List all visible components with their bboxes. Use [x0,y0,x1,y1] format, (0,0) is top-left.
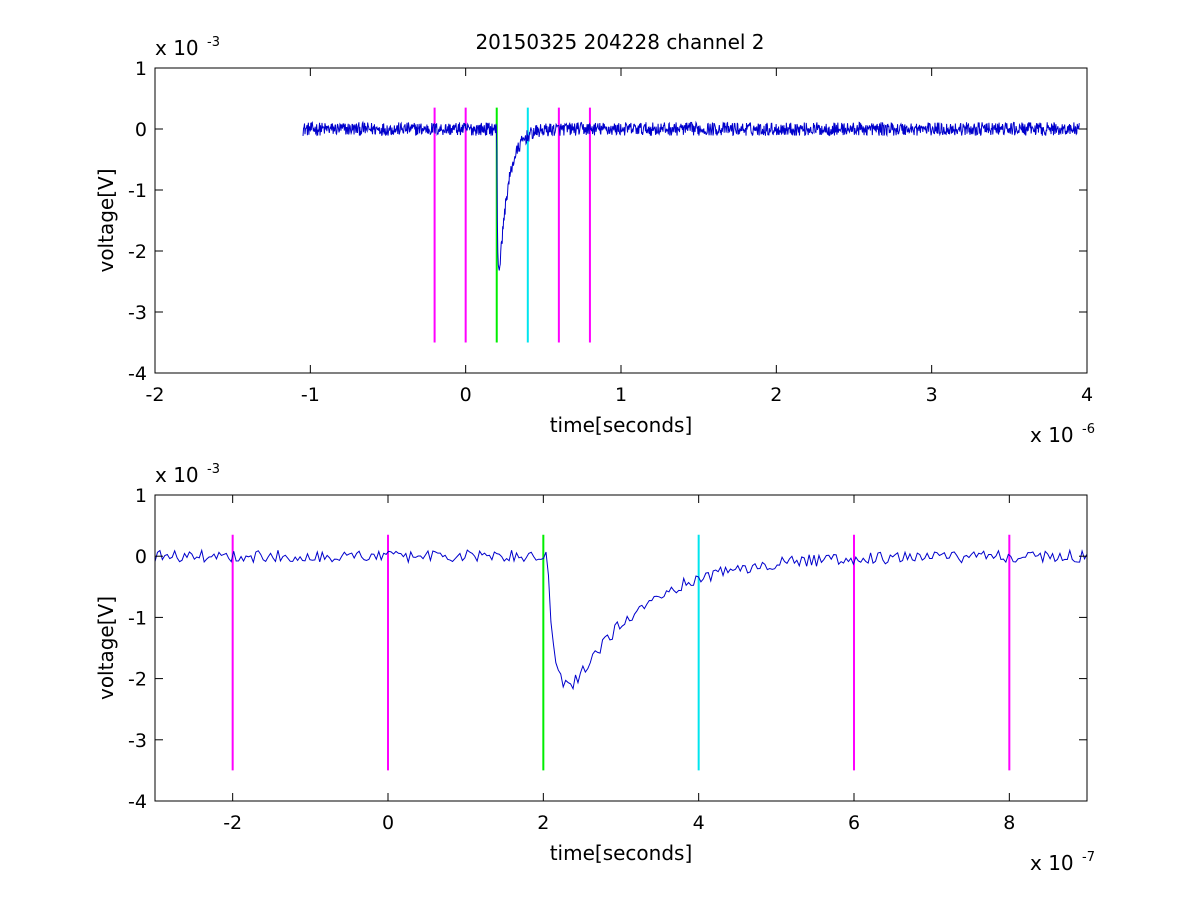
y-tick-label: 0 [135,546,147,568]
y-tick-label: -3 [128,302,147,324]
y-tick-label: -1 [128,180,147,202]
chart-title: 20150325 204228 channel 2 [475,30,764,54]
x-exponent-power: -6 [1082,422,1095,437]
signal-trace [154,548,1088,691]
y-axis-label: voltage[V] [94,596,118,700]
series-group [154,548,1088,691]
y-exponent-base: x 10 [155,36,199,60]
x-tick-label: 6 [848,812,860,834]
bottom-chart-panel: -2 0 2 4 6 8 -4 -3 -2 -1 0 1 time[seconds] voltage… [94,462,1095,875]
x-exponent-label: x 10 -6 [1030,422,1095,447]
signal-trace [302,120,1080,271]
y-exponent-label: x 10 -3 [155,35,220,60]
x-tick-label: 3 [926,384,938,406]
y-tick-label: 1 [135,485,147,507]
axes-frame [154,494,1088,802]
x-tick-label: 0 [382,812,394,834]
y-exponent-base: x 10 [155,463,199,487]
y-tick-label: -2 [128,669,147,691]
y-exponent-power: -3 [207,35,220,50]
axes-frame [154,67,1088,374]
y-axis-ticks: -4 -3 -2 -1 0 1 [128,58,1087,385]
y-tick-label: 0 [135,119,147,141]
y-exponent-power: -3 [207,462,220,477]
y-axis-label: voltage[V] [94,168,118,272]
y-axis-ticks: -4 -3 -2 -1 0 1 [128,485,1087,813]
y-tick-label: -2 [128,241,147,263]
marker-lines [231,534,1011,771]
x-axis-label: time[seconds] [550,413,693,437]
x-tick-label: -2 [223,812,242,834]
x-tick-label: 2 [770,384,782,406]
x-tick-label: -1 [301,384,320,406]
x-exponent-power: -7 [1082,850,1095,865]
series-group [302,120,1080,271]
y-tick-label: -4 [128,791,147,813]
x-tick-label: 8 [1003,812,1015,834]
x-tick-label: 4 [693,812,705,834]
y-exponent-label: x 10 -3 [155,462,220,487]
x-tick-label: 1 [615,384,627,406]
y-tick-label: -1 [128,607,147,629]
y-tick-label: 1 [135,58,147,80]
x-exponent-base: x 10 [1030,851,1074,875]
x-tick-label: 0 [460,384,472,406]
top-chart-panel: -2 -1 0 1 2 3 4 -4 -3 -2 -1 0 1 time[seconds] volta… [94,35,1095,447]
x-axis-label: time[seconds] [550,841,693,865]
x-axis-ticks: -2 0 2 4 6 8 [223,495,1015,834]
x-exponent-base: x 10 [1030,423,1074,447]
x-tick-label: 2 [537,812,549,834]
marker-lines [433,107,591,343]
y-tick-label: -4 [128,363,147,385]
x-tick-label: 4 [1081,384,1093,406]
x-exponent-label: x 10 -7 [1030,850,1095,875]
x-axis-ticks: -2 -1 0 1 2 3 4 [146,68,1093,406]
x-tick-label: -2 [146,384,165,406]
y-tick-label: -3 [128,730,147,752]
